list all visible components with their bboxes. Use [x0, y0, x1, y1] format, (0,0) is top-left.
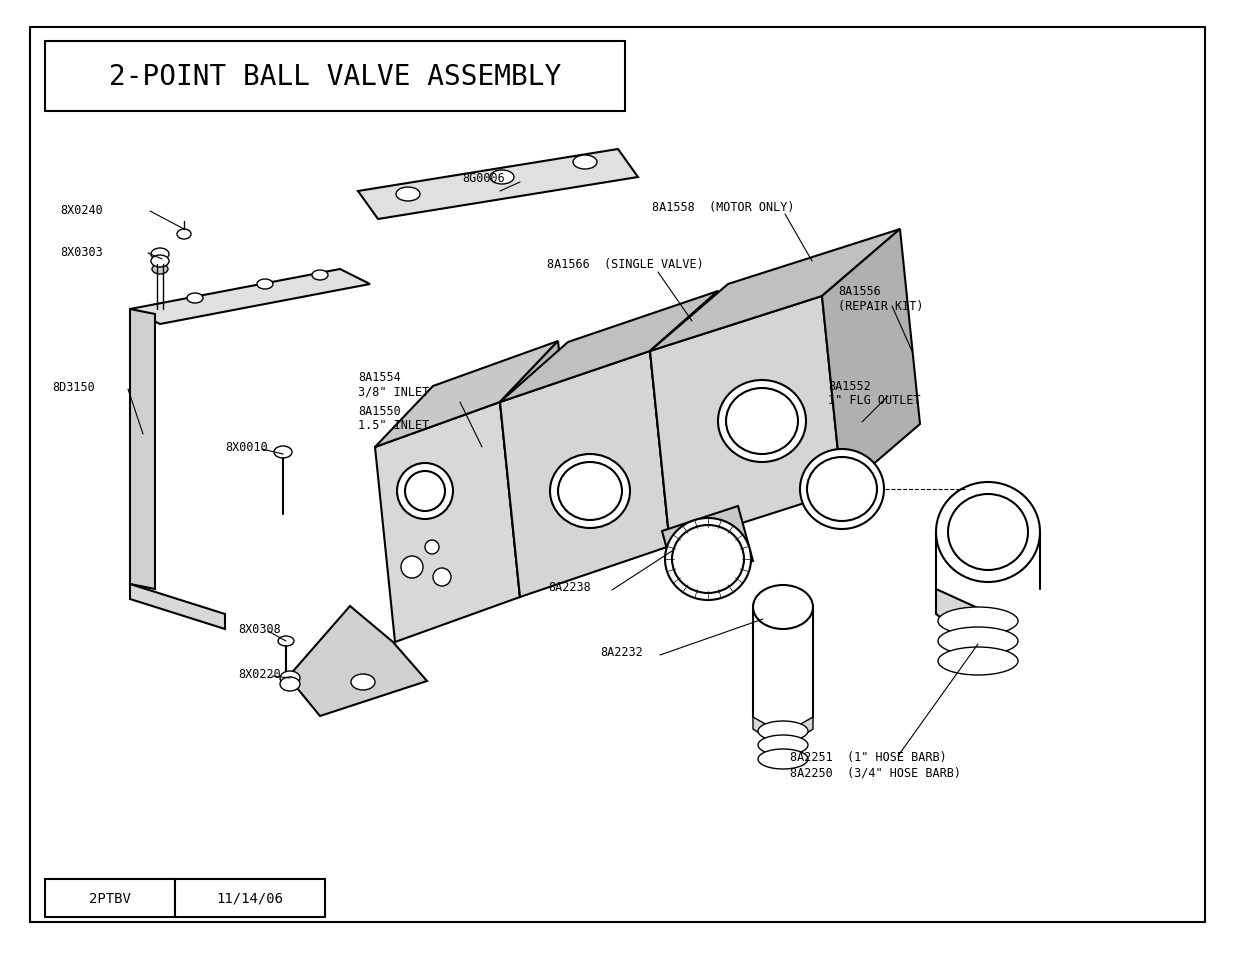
- Text: 8X0240: 8X0240: [61, 203, 103, 216]
- Polygon shape: [823, 230, 920, 492]
- Ellipse shape: [558, 462, 622, 520]
- Polygon shape: [650, 296, 842, 546]
- Ellipse shape: [151, 249, 169, 261]
- Text: 8A1552: 8A1552: [827, 380, 871, 393]
- Ellipse shape: [280, 671, 300, 685]
- Ellipse shape: [672, 525, 743, 594]
- Polygon shape: [130, 584, 225, 629]
- Polygon shape: [650, 292, 739, 546]
- Text: 8A1558  (MOTOR ONLY): 8A1558 (MOTOR ONLY): [652, 200, 794, 213]
- Ellipse shape: [726, 389, 798, 455]
- Text: 2-POINT BALL VALVE ASSEMBLY: 2-POINT BALL VALVE ASSEMBLY: [109, 63, 561, 91]
- Text: (REPAIR KIT): (REPAIR KIT): [839, 300, 924, 314]
- Text: 8A2251  (1" HOSE BARB): 8A2251 (1" HOSE BARB): [790, 751, 947, 763]
- Polygon shape: [358, 150, 638, 220]
- Polygon shape: [650, 230, 900, 352]
- Polygon shape: [130, 310, 156, 589]
- Text: 3/8" INLET: 3/8" INLET: [358, 385, 430, 398]
- Ellipse shape: [257, 280, 273, 290]
- Text: 8A2250  (3/4" HOSE BARB): 8A2250 (3/4" HOSE BARB): [790, 765, 961, 779]
- Ellipse shape: [753, 585, 813, 629]
- Ellipse shape: [312, 271, 329, 281]
- Polygon shape: [500, 341, 578, 598]
- Text: 8X0220: 8X0220: [238, 668, 280, 680]
- Text: 8G0006: 8G0006: [462, 172, 505, 184]
- Ellipse shape: [152, 257, 168, 268]
- Ellipse shape: [280, 678, 300, 691]
- Ellipse shape: [401, 557, 424, 578]
- Ellipse shape: [573, 156, 597, 170]
- Text: 1" FLG OUTLET: 1" FLG OUTLET: [827, 395, 920, 407]
- Polygon shape: [288, 606, 427, 717]
- Ellipse shape: [405, 472, 445, 512]
- Ellipse shape: [758, 721, 808, 741]
- Polygon shape: [500, 352, 671, 598]
- Ellipse shape: [490, 171, 514, 185]
- Ellipse shape: [425, 540, 438, 555]
- Ellipse shape: [758, 735, 808, 755]
- Ellipse shape: [152, 265, 168, 274]
- Ellipse shape: [948, 495, 1028, 571]
- Text: 8A2232: 8A2232: [600, 646, 642, 659]
- Ellipse shape: [433, 568, 451, 586]
- Text: 8X0010: 8X0010: [225, 441, 268, 454]
- Text: 8A1550: 8A1550: [358, 405, 400, 418]
- Text: 1.5" INLET: 1.5" INLET: [358, 419, 430, 432]
- Ellipse shape: [806, 457, 877, 521]
- Text: 2PTBV: 2PTBV: [89, 891, 131, 905]
- Bar: [44, 879, 175, 917]
- Text: 8X0303: 8X0303: [61, 245, 103, 258]
- Ellipse shape: [278, 637, 294, 646]
- Polygon shape: [500, 292, 718, 402]
- Text: 8A1556: 8A1556: [839, 285, 881, 298]
- Polygon shape: [375, 341, 558, 448]
- Ellipse shape: [939, 647, 1018, 676]
- Ellipse shape: [758, 749, 808, 769]
- Ellipse shape: [800, 450, 884, 530]
- Ellipse shape: [177, 230, 191, 240]
- Text: 8A1566  (SINGLE VALVE): 8A1566 (SINGLE VALVE): [547, 258, 704, 272]
- Text: 11/14/06: 11/14/06: [216, 891, 284, 905]
- Polygon shape: [662, 506, 753, 586]
- Text: 8A2238: 8A2238: [548, 581, 590, 594]
- Ellipse shape: [664, 518, 751, 600]
- Ellipse shape: [718, 380, 806, 462]
- Text: 8X0308: 8X0308: [238, 623, 280, 636]
- Ellipse shape: [396, 463, 453, 519]
- Ellipse shape: [939, 607, 1018, 636]
- Ellipse shape: [939, 627, 1018, 656]
- Polygon shape: [130, 270, 370, 325]
- Ellipse shape: [936, 482, 1040, 582]
- Ellipse shape: [396, 188, 420, 202]
- Ellipse shape: [274, 447, 291, 458]
- Ellipse shape: [186, 294, 203, 304]
- Ellipse shape: [550, 455, 630, 529]
- Text: 8D3150: 8D3150: [52, 381, 95, 395]
- Ellipse shape: [351, 675, 375, 690]
- Text: 8A1554: 8A1554: [358, 371, 400, 384]
- Polygon shape: [375, 402, 520, 642]
- Polygon shape: [753, 718, 813, 749]
- Bar: [175, 879, 325, 917]
- Ellipse shape: [151, 255, 169, 268]
- Polygon shape: [936, 589, 1000, 649]
- Bar: [44, 42, 625, 112]
